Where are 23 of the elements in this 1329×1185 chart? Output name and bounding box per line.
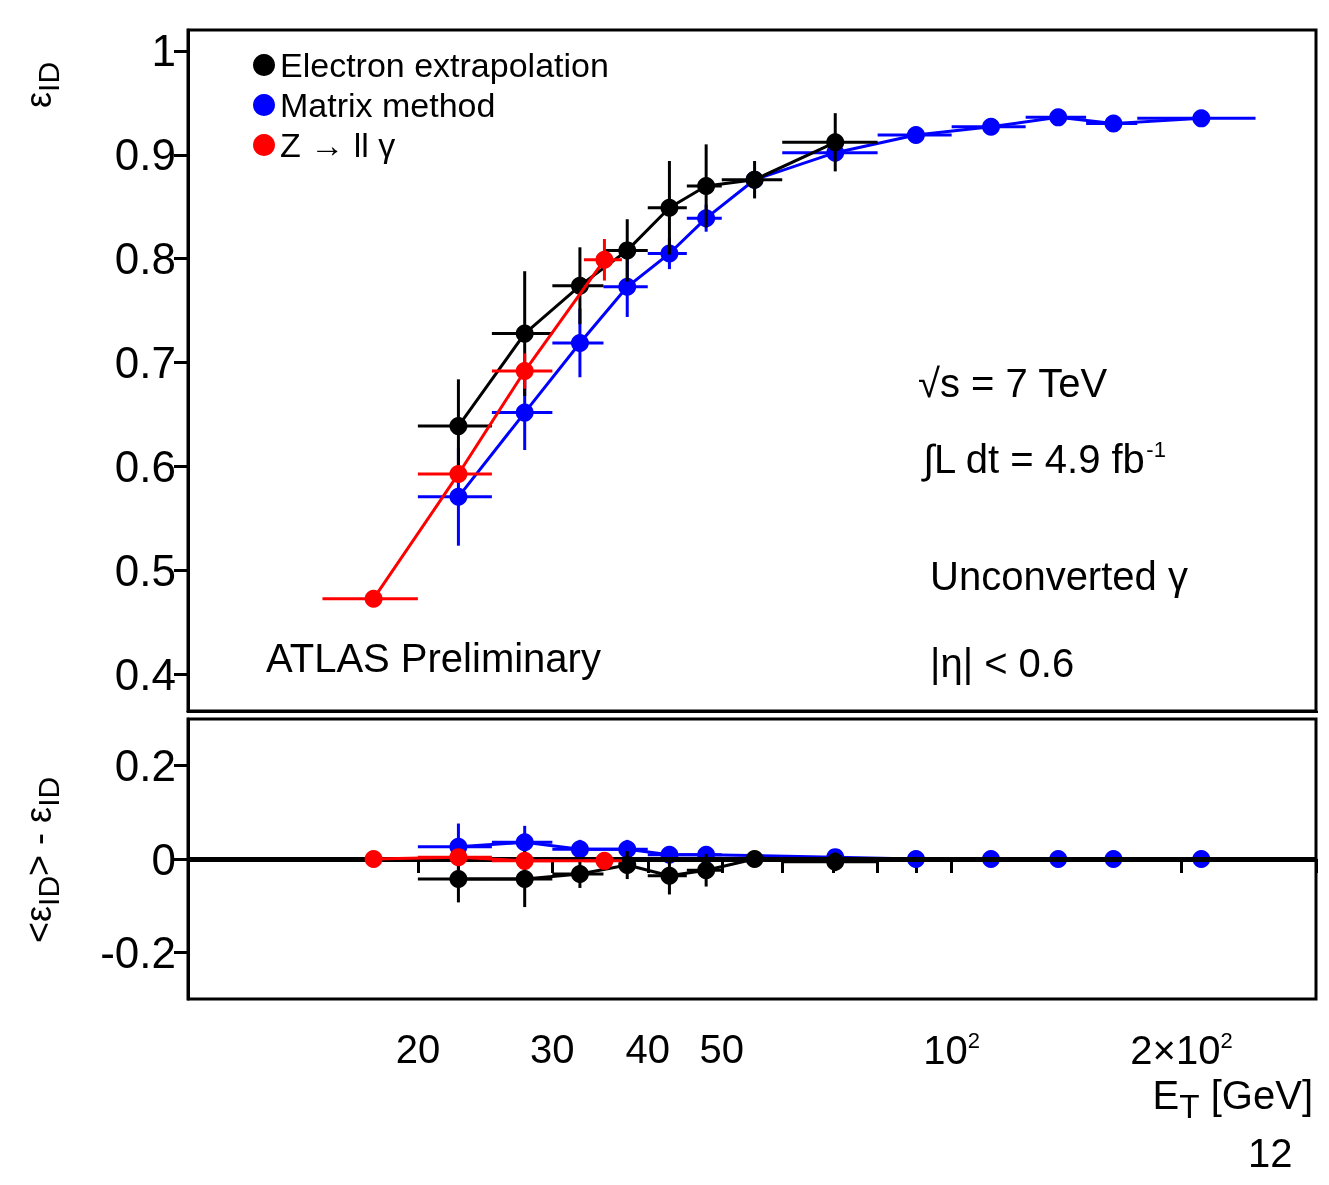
x-axis-title: E$_{T}$ [GeV] (1152, 1073, 1313, 1126)
text: 12 (1248, 1131, 1293, 1175)
y-tick-label: 0.5 (114, 546, 176, 596)
legend-label: Z → ll γ (280, 126, 396, 164)
y-tick-label: 0.8 (114, 234, 176, 284)
annotation: Unconverted γ (930, 554, 1188, 598)
y-tick-label: 0.6 (114, 442, 176, 492)
y-tick-label: 0.7 (114, 338, 176, 388)
y-tick-label: 0.4 (114, 650, 176, 700)
y-tick-label: 1 (151, 26, 176, 76)
legend-label: Electron extrapolation (280, 46, 609, 84)
x-tick-label: 50 (699, 1027, 745, 1071)
y-tick-label: -0.2 (100, 927, 176, 977)
y-tick-label: 0.2 (114, 741, 176, 791)
y-tick-label: 0.9 (114, 130, 176, 180)
x-tick-label: 40 (625, 1027, 671, 1071)
x-tick-label: 20 (395, 1027, 441, 1071)
x-tick-label: 30 (530, 1027, 575, 1071)
y-tick-label: 0 (151, 834, 176, 884)
legend-label: Matrix method (280, 86, 496, 124)
annotation: ATLAS Preliminary (266, 636, 601, 680)
annotation: |η| < 0.6 (930, 641, 1075, 685)
annotation: √s = 7 TeV (918, 361, 1108, 405)
